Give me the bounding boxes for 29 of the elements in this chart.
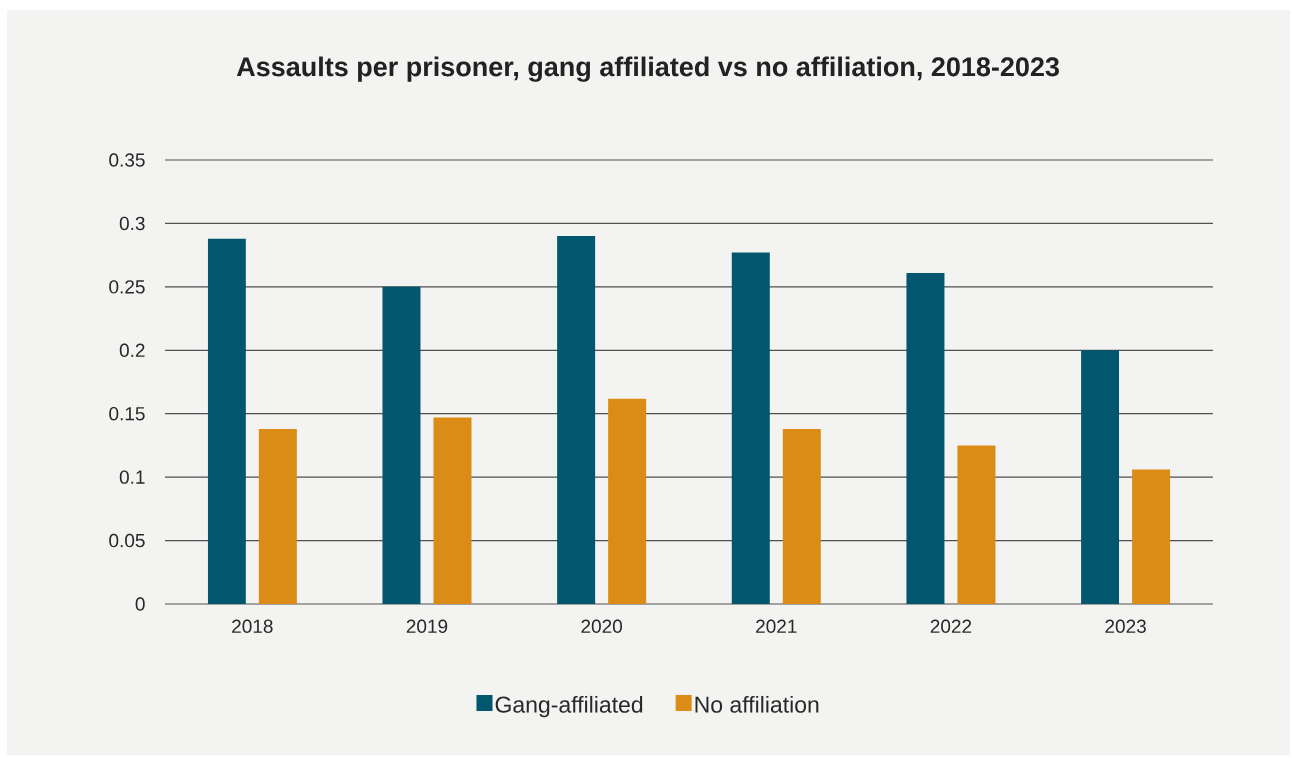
bar [433, 417, 472, 604]
x-tick-label: 2022 [930, 619, 972, 633]
y-tick-label: 0 [135, 597, 145, 611]
bar [557, 236, 596, 604]
bar [1081, 350, 1120, 604]
y-tick-label: 0.1 [119, 470, 145, 484]
bar [731, 252, 770, 604]
bar [382, 286, 421, 604]
bar [207, 238, 246, 604]
x-tick-label: 2018 [232, 619, 273, 633]
y-tick-label: 0.3 [119, 216, 145, 231]
y-tick-label: 0.15 [109, 406, 145, 421]
x-tick-label: 2023 [1105, 619, 1146, 633]
y-tick-label: 0.2 [119, 343, 145, 358]
bar [608, 398, 647, 604]
bar [258, 428, 297, 604]
x-tick-label: 2019 [406, 619, 448, 633]
y-tick-label: 0.05 [109, 533, 145, 548]
x-tick-label: 2021 [756, 619, 797, 633]
legend-label: Gang-affiliated [495, 695, 643, 718]
bar [906, 272, 945, 604]
bar [1132, 469, 1171, 604]
legend-label: No affiliation [695, 695, 819, 713]
bar [782, 428, 821, 604]
y-tick-label: 0.35 [109, 153, 145, 167]
x-tick-label: 2020 [581, 619, 623, 633]
bar [957, 445, 996, 604]
chart-title: Assaults per prisoner, gang affiliated vs no affiliation, 2018-2023 [236, 56, 1059, 82]
y-tick-label: 0.25 [109, 280, 145, 294]
